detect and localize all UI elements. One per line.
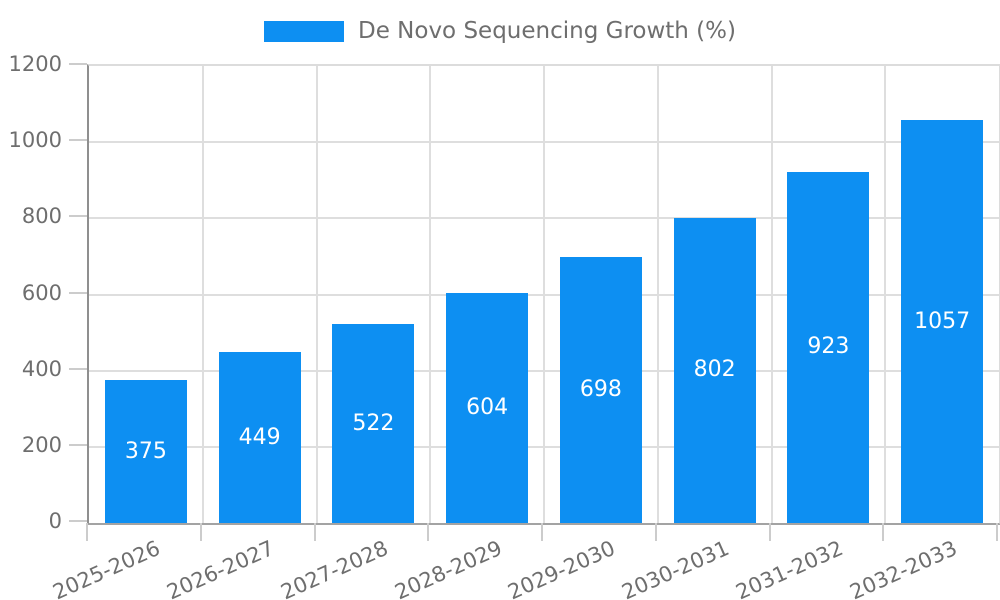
bar-value-label: 522: [352, 410, 395, 436]
x-axis-tick-label: 2025-2026: [49, 535, 165, 600]
y-tick-mark: [69, 367, 87, 370]
y-axis-tick-label: 400: [21, 356, 62, 381]
x-gridline: [770, 66, 773, 523]
x-axis-tick-label: 2027-2028: [277, 535, 392, 600]
y-tick-mark: [69, 291, 87, 294]
bar-2030-2031: 802: [673, 217, 756, 523]
x-tick-mark: [654, 523, 657, 541]
bar-2028-2029: 604: [446, 292, 529, 523]
y-tick-mark: [69, 139, 87, 142]
x-gridline: [429, 66, 432, 523]
y-axis-tick-label: 1200: [8, 52, 62, 76]
bar-value-label: 698: [579, 377, 622, 403]
x-axis-tick-label: 2028-2029: [390, 535, 506, 600]
x-tick-mark: [427, 523, 430, 541]
x-axis-tick-label: 2031-2032: [732, 535, 847, 600]
y-axis-tick-label: 600: [21, 280, 62, 305]
y-axis-tick-label: 0: [48, 509, 62, 533]
y-tick-mark: [69, 520, 87, 522]
x-tick-mark: [541, 523, 543, 541]
x-tick-mark: [768, 523, 771, 541]
y-tick-mark: [69, 63, 87, 65]
bar-value-label: 375: [124, 438, 167, 464]
bar-2025-2026: 375: [104, 380, 187, 523]
x-gridline: [884, 66, 887, 523]
x-tick-mark: [882, 523, 885, 541]
x-axis-tick-label: 2026-2027: [163, 535, 278, 600]
x-axis-tick-label: 2029-2030: [504, 535, 620, 600]
y-tick-mark: [69, 215, 87, 218]
y-axis-tick-label: 200: [21, 432, 62, 457]
bar-value-label: 1057: [914, 308, 971, 334]
bar-2032-2033: 1057: [901, 120, 984, 523]
bar-2027-2028: 522: [332, 324, 415, 523]
y-axis-tick-label: 1000: [8, 128, 62, 153]
x-gridline: [315, 66, 318, 523]
y-tick-mark: [69, 443, 87, 446]
x-tick-mark: [86, 523, 88, 541]
x-tick-mark: [199, 523, 202, 541]
x-axis-tick-label: 2030-2031: [618, 535, 733, 600]
x-gridline: [656, 66, 659, 523]
bar-2029-2030: 698: [559, 257, 642, 523]
x-gridline: [201, 66, 204, 523]
legend-swatch-icon: [264, 21, 344, 43]
x-tick-mark: [996, 523, 998, 541]
legend-label: De Novo Sequencing Growth (%): [358, 18, 736, 44]
x-gridline: [543, 66, 545, 523]
bar-value-label: 923: [807, 334, 850, 360]
x-tick-mark: [313, 523, 316, 541]
chart-legend: De Novo Sequencing Growth (%): [0, 18, 1000, 44]
y-axis-tick-label: 800: [21, 204, 62, 229]
x-axis-tick-label: 2032-2033: [845, 535, 961, 600]
plot-area: 375 449 522 604 698 802 923 1057: [87, 64, 1000, 525]
bar-value-label: 604: [466, 394, 509, 420]
bar-2026-2027: 449: [218, 352, 301, 523]
bar-value-label: 802: [693, 357, 736, 383]
bar-value-label: 449: [238, 424, 281, 450]
bar-2031-2032: 923: [787, 171, 870, 523]
